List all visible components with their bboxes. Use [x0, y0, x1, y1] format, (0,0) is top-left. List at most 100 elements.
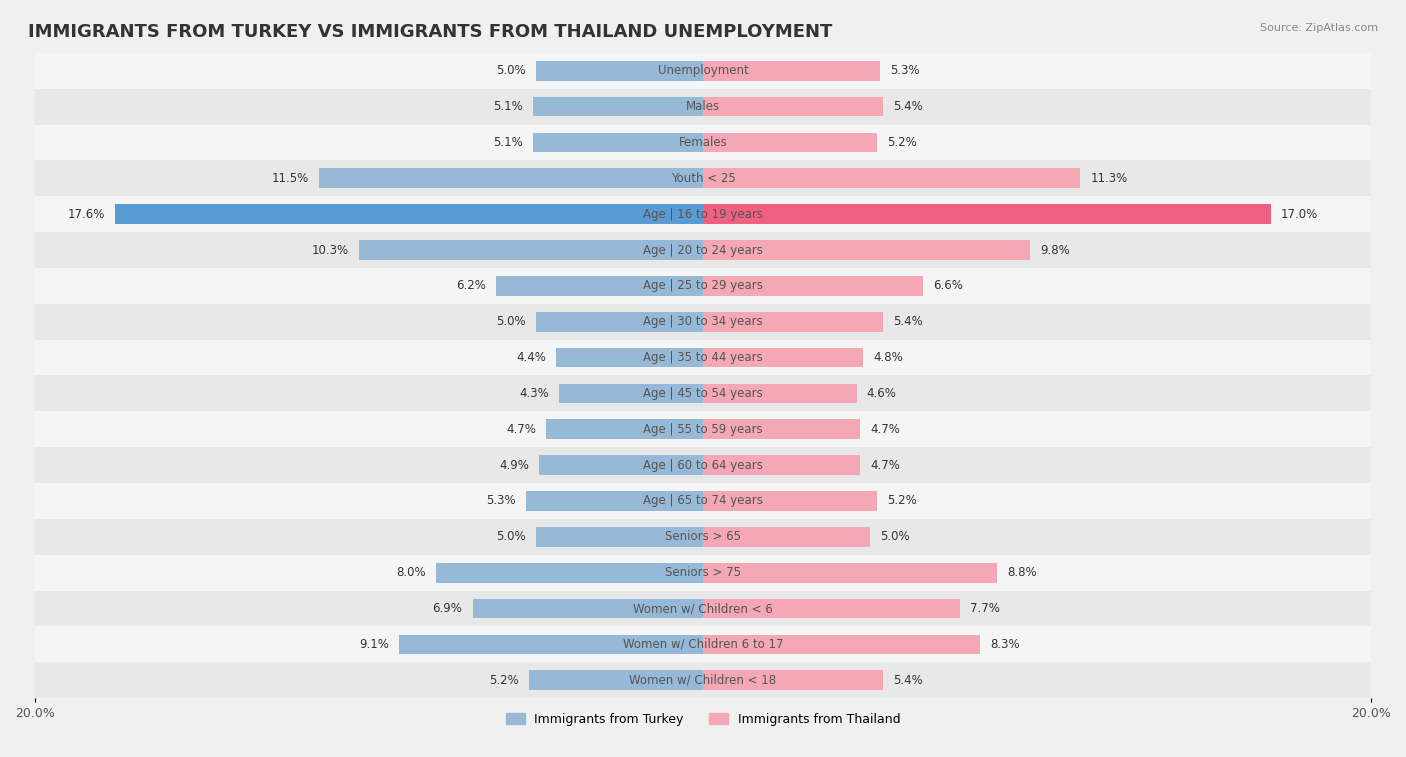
Text: Age | 45 to 54 years: Age | 45 to 54 years [643, 387, 763, 400]
Text: Age | 65 to 74 years: Age | 65 to 74 years [643, 494, 763, 507]
Text: Women w/ Children < 6: Women w/ Children < 6 [633, 602, 773, 615]
Bar [35, 662, 1371, 698]
Text: 4.7%: 4.7% [870, 459, 900, 472]
Text: Age | 25 to 29 years: Age | 25 to 29 years [643, 279, 763, 292]
Bar [35, 483, 1371, 519]
Bar [540, 455, 703, 475]
Text: Source: ZipAtlas.com: Source: ZipAtlas.com [1260, 23, 1378, 33]
Text: Women w/ Children < 18: Women w/ Children < 18 [630, 674, 776, 687]
Bar [35, 375, 1371, 411]
Text: Age | 20 to 24 years: Age | 20 to 24 years [643, 244, 763, 257]
Bar [529, 671, 703, 690]
Bar [115, 204, 703, 224]
Text: 11.3%: 11.3% [1091, 172, 1128, 185]
Text: Seniors > 65: Seniors > 65 [665, 531, 741, 544]
Text: 5.4%: 5.4% [893, 315, 924, 329]
Bar [35, 411, 1371, 447]
Text: 8.8%: 8.8% [1007, 566, 1036, 579]
Bar [35, 196, 1371, 232]
Text: 10.3%: 10.3% [312, 244, 349, 257]
Bar [533, 97, 703, 117]
Text: 8.0%: 8.0% [396, 566, 426, 579]
Text: 7.7%: 7.7% [970, 602, 1000, 615]
Bar [703, 671, 883, 690]
Bar [703, 491, 877, 511]
Text: 6.2%: 6.2% [456, 279, 486, 292]
Bar [703, 384, 856, 403]
Bar [35, 160, 1371, 196]
Text: Females: Females [679, 136, 727, 149]
Bar [35, 232, 1371, 268]
Text: 6.9%: 6.9% [433, 602, 463, 615]
Bar [703, 527, 870, 547]
Bar [35, 304, 1371, 340]
Text: 5.0%: 5.0% [496, 64, 526, 77]
Bar [35, 268, 1371, 304]
Text: 5.4%: 5.4% [893, 674, 924, 687]
Text: Males: Males [686, 100, 720, 113]
Text: Women w/ Children 6 to 17: Women w/ Children 6 to 17 [623, 638, 783, 651]
Text: 4.3%: 4.3% [520, 387, 550, 400]
Bar [703, 276, 924, 296]
Bar [35, 627, 1371, 662]
Bar [703, 634, 980, 654]
Bar [703, 455, 860, 475]
Text: 5.2%: 5.2% [887, 136, 917, 149]
Text: 4.7%: 4.7% [506, 422, 536, 436]
Text: 6.6%: 6.6% [934, 279, 963, 292]
Bar [526, 491, 703, 511]
Bar [436, 562, 703, 583]
Bar [703, 240, 1031, 260]
Text: Youth < 25: Youth < 25 [671, 172, 735, 185]
Bar [35, 53, 1371, 89]
Text: 4.6%: 4.6% [866, 387, 897, 400]
Text: 5.0%: 5.0% [496, 531, 526, 544]
Bar [703, 97, 883, 117]
Bar [359, 240, 703, 260]
Text: Age | 35 to 44 years: Age | 35 to 44 years [643, 351, 763, 364]
Bar [496, 276, 703, 296]
Bar [703, 61, 880, 81]
Bar [472, 599, 703, 618]
Bar [555, 347, 703, 367]
Bar [703, 599, 960, 618]
Text: 9.8%: 9.8% [1040, 244, 1070, 257]
Text: 11.5%: 11.5% [271, 172, 309, 185]
Bar [35, 340, 1371, 375]
Bar [35, 555, 1371, 590]
Bar [536, 61, 703, 81]
Text: 17.6%: 17.6% [67, 207, 105, 221]
Text: 4.9%: 4.9% [499, 459, 529, 472]
Text: 5.3%: 5.3% [890, 64, 920, 77]
Text: 5.0%: 5.0% [880, 531, 910, 544]
Text: Age | 60 to 64 years: Age | 60 to 64 years [643, 459, 763, 472]
Bar [35, 447, 1371, 483]
Bar [546, 419, 703, 439]
Bar [536, 312, 703, 332]
Bar [35, 590, 1371, 627]
Text: 5.3%: 5.3% [486, 494, 516, 507]
Bar [560, 384, 703, 403]
Bar [703, 204, 1271, 224]
Text: 4.7%: 4.7% [870, 422, 900, 436]
Text: Seniors > 75: Seniors > 75 [665, 566, 741, 579]
Bar [35, 519, 1371, 555]
Text: Age | 55 to 59 years: Age | 55 to 59 years [643, 422, 763, 436]
Bar [533, 132, 703, 152]
Text: 5.1%: 5.1% [494, 100, 523, 113]
Text: 5.4%: 5.4% [893, 100, 924, 113]
Text: 4.4%: 4.4% [516, 351, 546, 364]
Legend: Immigrants from Turkey, Immigrants from Thailand: Immigrants from Turkey, Immigrants from … [501, 708, 905, 731]
Bar [703, 562, 997, 583]
Text: Age | 16 to 19 years: Age | 16 to 19 years [643, 207, 763, 221]
Bar [703, 419, 860, 439]
Text: 5.2%: 5.2% [887, 494, 917, 507]
Bar [35, 125, 1371, 160]
Text: 17.0%: 17.0% [1281, 207, 1317, 221]
Bar [703, 347, 863, 367]
Bar [35, 89, 1371, 125]
Text: IMMIGRANTS FROM TURKEY VS IMMIGRANTS FROM THAILAND UNEMPLOYMENT: IMMIGRANTS FROM TURKEY VS IMMIGRANTS FRO… [28, 23, 832, 41]
Text: Age | 30 to 34 years: Age | 30 to 34 years [643, 315, 763, 329]
Text: 9.1%: 9.1% [359, 638, 389, 651]
Text: 8.3%: 8.3% [990, 638, 1019, 651]
